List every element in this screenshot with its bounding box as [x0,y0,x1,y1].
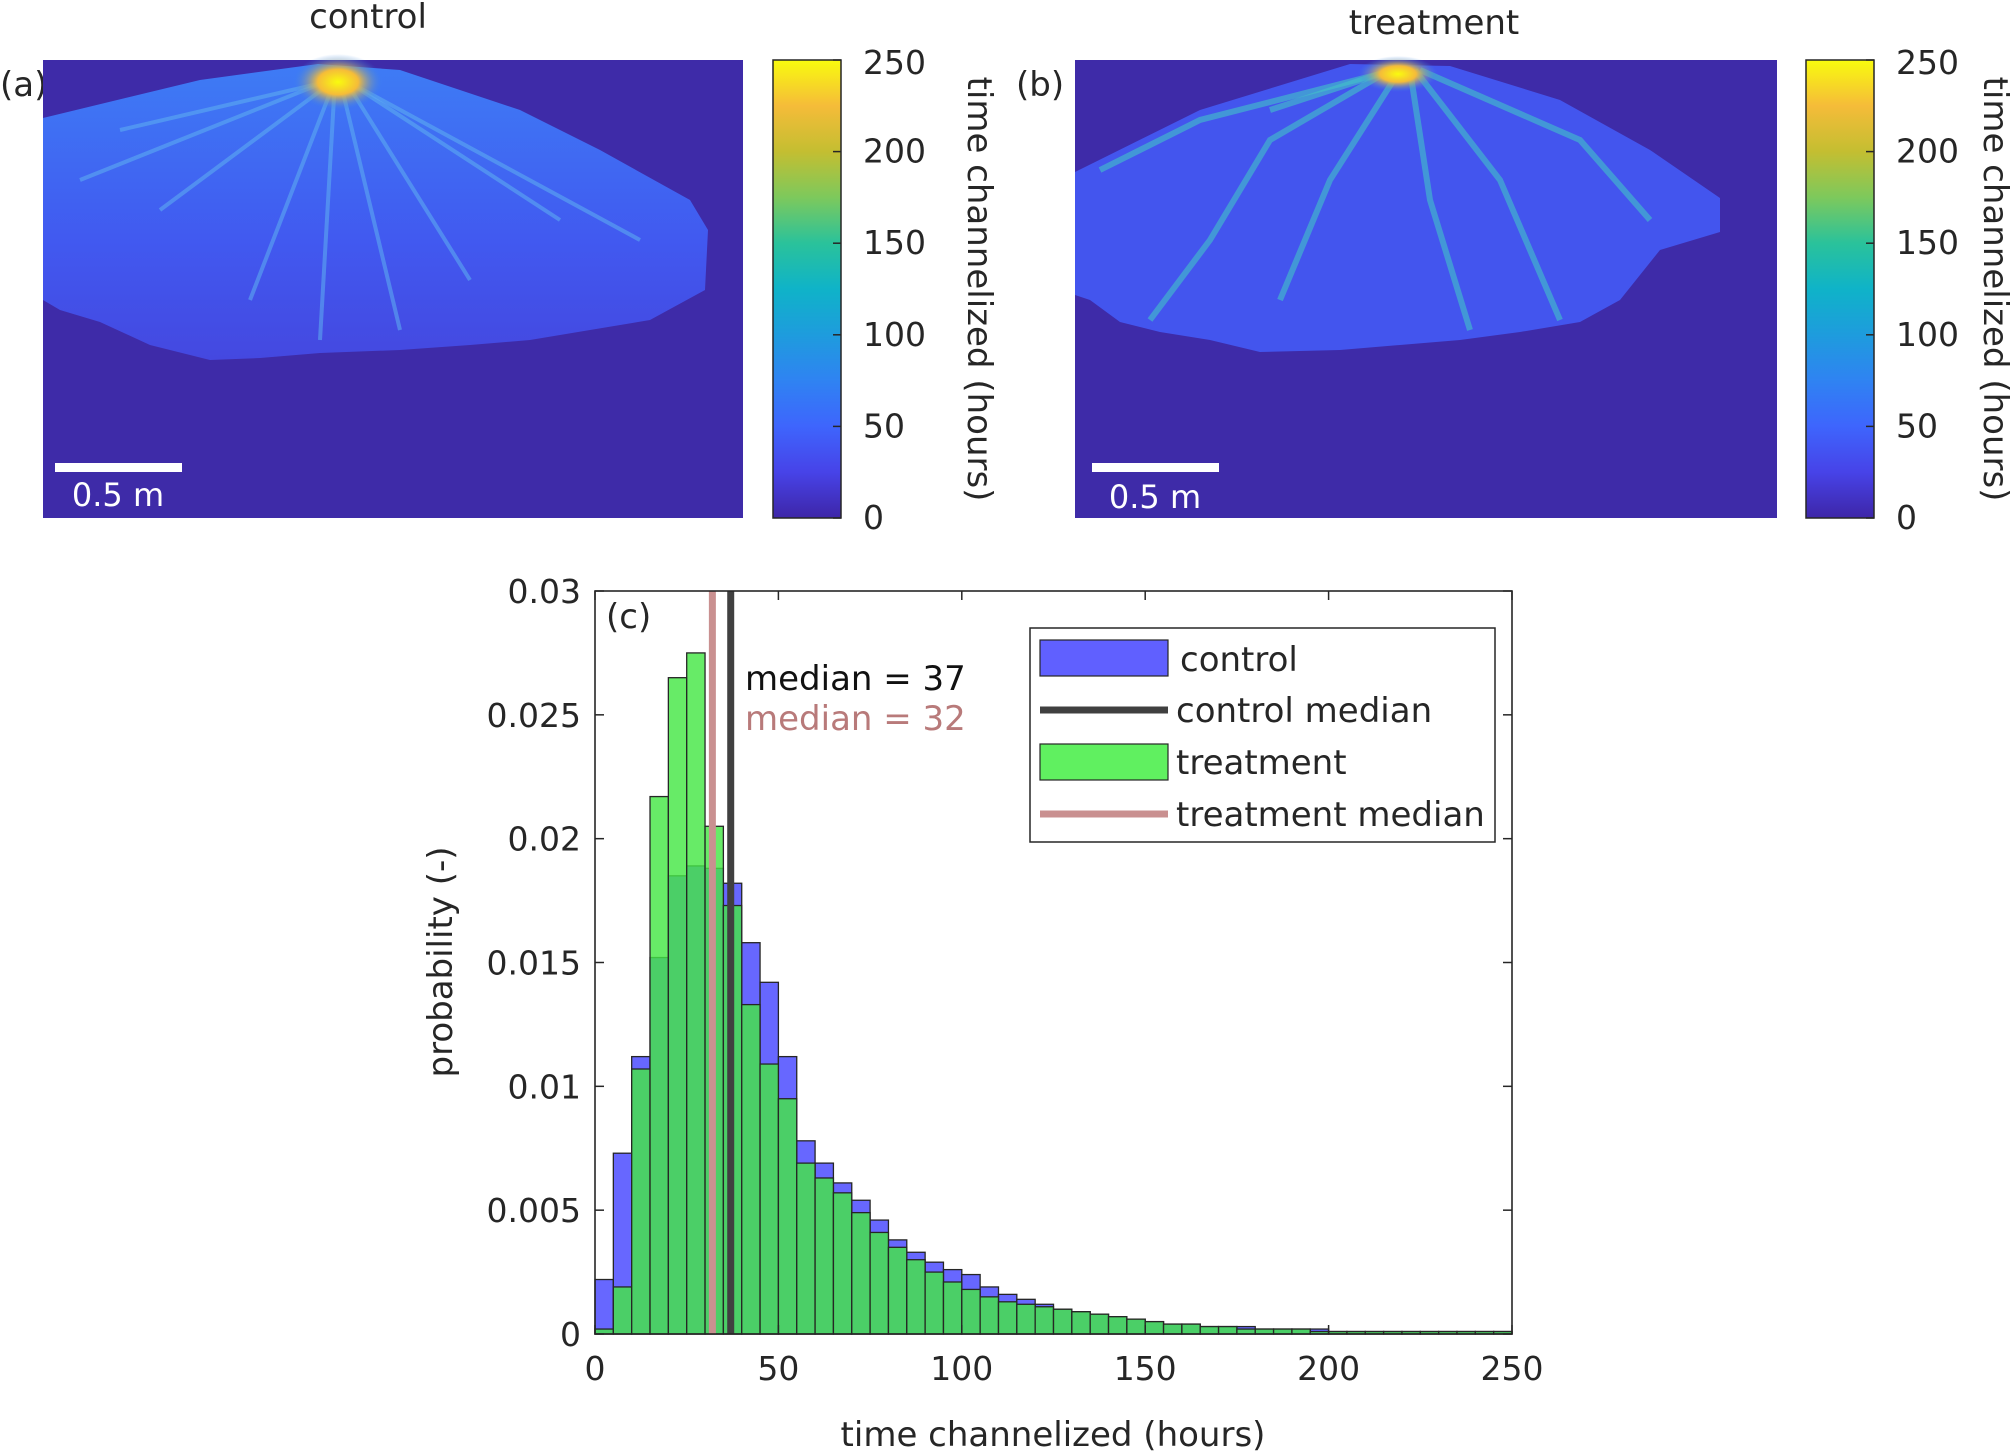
panel-a-colorbar-tick-label: 50 [863,406,905,445]
histogram-bar-treatment [1144,1320,1165,1335]
panel-b-label: (b) [1016,65,1064,105]
histogram-bar-treatment [1089,1313,1110,1335]
panel-b-colorbar-tick-label: 100 [1896,315,1959,354]
y-tick-label: 0.015 [487,944,581,983]
control-median-annotation: median = 37 [745,659,966,699]
histogram-ticks: 0 50 100 150 200 250 0 0.005 0.01 0.015 0.02 0.025 0… [487,572,1544,1388]
legend-swatch-treatment [1039,743,1169,781]
y-tick-label: 0.03 [508,572,581,611]
x-tick-label: 150 [1114,1349,1177,1388]
histogram-legend: control control median treatment treatme… [1029,627,1496,843]
panel-b-colorbar-tick-label: 250 [1896,43,1959,82]
histogram-bar-treatment [759,1063,780,1335]
panel-a-scale-bar [55,463,182,472]
y-tick-label: 0.02 [508,820,581,859]
legend-label-treatment: treatment [1176,743,1347,783]
histogram-bar-treatment [1199,1325,1220,1335]
histogram-bar-treatment [1181,1323,1201,1335]
panel-a-scale-label: 0.5 m [72,476,164,514]
histogram-bar-treatment [961,1288,981,1335]
histogram-bar-treatment [814,1177,835,1335]
panel-a-colorbar-tick-label: 200 [863,132,926,171]
histogram-x-axis-label: time channelized (hours) [841,1415,1266,1454]
histogram-bar-treatment [997,1301,1018,1335]
x-tick-label: 0 [585,1349,606,1388]
y-tick-label: 0.01 [508,1067,581,1106]
histogram-bar-treatment [832,1192,853,1335]
panel-a-colorbar: 0 50 100 150 200 250 time channelized (hours) [772,43,999,537]
histogram-bar-treatment [741,1003,761,1335]
panel-b-scale-bar [1092,463,1219,472]
panel-b-colorbar: 0 50 100 150 200 250 time channelized (hours) [1805,43,2015,537]
histogram-bar-treatment [686,652,706,1335]
histogram-bar-treatment [612,1286,633,1335]
histogram-bar-treatment [631,1068,651,1335]
histogram-bar-treatment [979,1296,1000,1335]
panel-a-colorbar-label: time channelized (hours) [959,77,999,502]
histogram-bar-treatment [942,1281,963,1335]
panel-b-fan-deposit [1075,64,1720,352]
y-tick-label: 0 [560,1315,581,1354]
x-tick-label: 200 [1297,1349,1360,1388]
panel-b-colorbar-tick-label: 200 [1896,132,1959,171]
panel-a-colorbar-gradient [772,59,842,519]
panel-a-label: (a) [0,65,47,105]
histogram-bar-treatment [1107,1316,1128,1335]
histogram-bar-treatment [667,677,688,1335]
histogram-bar-treatment [851,1211,871,1335]
histogram-bar-treatment [924,1271,945,1335]
panel-c-histogram: 0 50 100 150 200 250 0 0.005 0.01 0.015 0.02 0.025 0… [421,572,1544,1454]
panel-a-hotspot [293,54,383,110]
panel-b-scale-label: 0.5 m [1109,478,1201,516]
histogram-bar-treatment [887,1246,908,1335]
histogram-bar-treatment [906,1259,926,1335]
panel-a-channels [79,78,641,341]
panel-a-fan-deposit [43,64,708,360]
panel-c-label: (c) [606,597,651,637]
histogram-bar-treatment [777,1098,798,1335]
panel-a-colorbar-tick-label: 150 [863,223,926,262]
histogram-bar-treatment [649,795,670,1335]
panel-b-colorbar-tick-label: 50 [1896,406,1938,445]
legend-label-control-median: control median [1176,691,1432,731]
histogram-bar-treatment [1052,1308,1073,1335]
y-tick-label: 0.025 [487,696,581,735]
treatment-median-annotation: median = 32 [745,699,966,739]
histogram-bar-control [594,1278,614,1335]
panel-b-colorbar-gradient [1805,59,1875,519]
histogram-bar-treatment [796,1162,816,1335]
histogram-bar-treatment [869,1231,890,1335]
panel-a-colorbar-tick-label: 100 [863,315,926,354]
panel-b-treatment-map: (b) treatment 0.5 m 0 50 100 150 200 250 time… [1016,3,2015,537]
histogram-bar-treatment [1071,1311,1091,1335]
panel-b-colorbar-tick-label: 150 [1896,223,1959,262]
y-tick-label: 0.005 [487,1191,581,1230]
panel-a-title: control [309,0,427,37]
panel-b-hotspot [1358,56,1438,92]
histogram-bar-treatment [1016,1303,1036,1335]
histogram-y-axis-label: probability (-) [421,846,461,1077]
median-lines [708,591,735,1334]
histogram-bar-treatment [1162,1323,1183,1335]
panel-b-title: treatment [1349,3,1520,43]
panel-b-colorbar-label: time channelized (hours) [1975,77,2015,502]
legend-label-control: control [1180,640,1298,680]
x-tick-label: 50 [757,1349,799,1388]
x-tick-label: 250 [1481,1349,1544,1388]
histogram-bar-treatment [1034,1306,1055,1335]
panel-a-colorbar-tick-label: 0 [863,498,884,537]
legend-label-treatment-median: treatment median [1176,795,1485,835]
panel-a-colorbar-tick-label: 250 [863,43,926,82]
histogram-bar-treatment [1217,1325,1238,1335]
panel-a-control-map: (a) control 0.5 m 0 50 100 150 200 250 time c… [0,0,999,537]
legend-swatch-control [1039,639,1169,677]
x-tick-label: 100 [930,1349,993,1388]
histogram-bar-treatment [1126,1318,1146,1335]
panel-b-colorbar-tick-label: 0 [1896,498,1917,537]
